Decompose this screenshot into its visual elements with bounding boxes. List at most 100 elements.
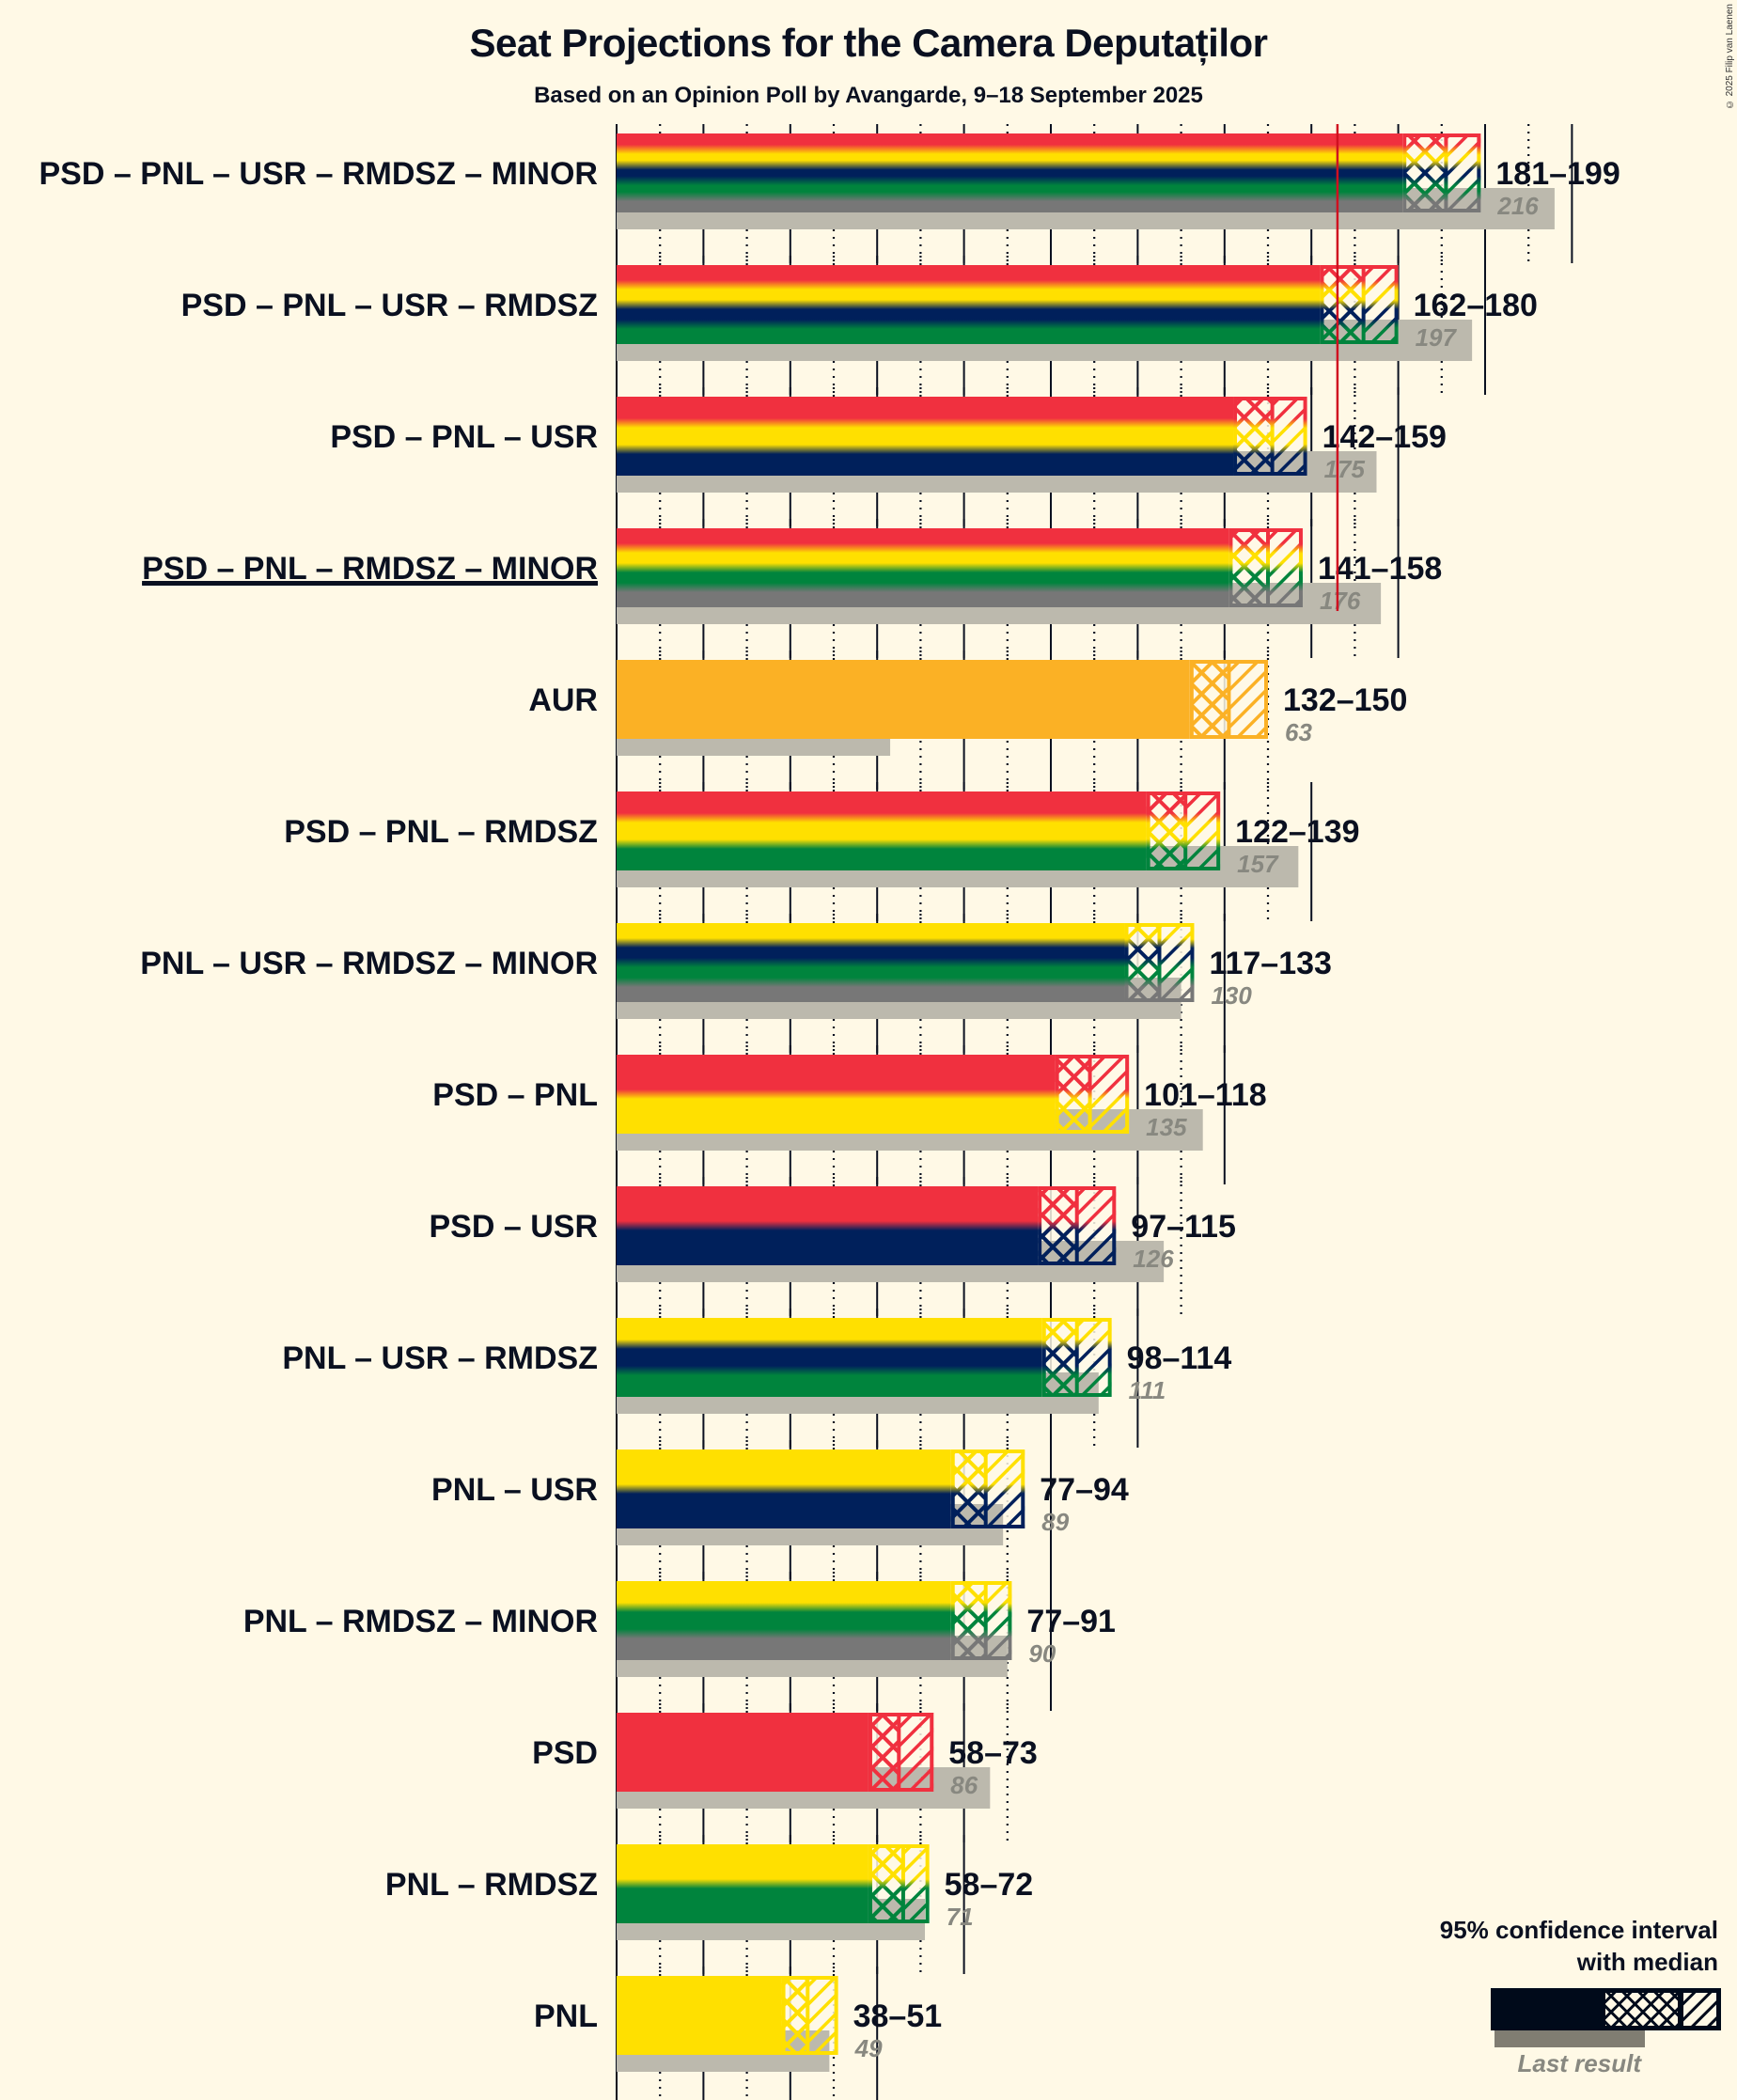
range-label: 117–133	[1209, 946, 1332, 981]
row-label: PNL – RMDSZ	[385, 1867, 598, 1903]
ci-lower-hatch	[1146, 791, 1186, 870]
ci-frame	[1402, 133, 1481, 212]
ci-frame	[868, 1844, 930, 1923]
last-result-label: 126	[1133, 1245, 1174, 1273]
legend-ci-upper-swatch	[1683, 1993, 1716, 2026]
ci-upper-hatch	[1159, 923, 1195, 1002]
legend: 95% confidence interval with median Last r…	[1440, 1916, 1721, 2077]
legend-last-result-label: Last result	[1518, 2049, 1643, 2077]
last-result-label: 89	[1041, 1508, 1069, 1536]
row-label: PNL – USR – RMDSZ	[282, 1340, 598, 1376]
projection-bar	[617, 923, 1125, 1002]
median-marker	[1157, 923, 1162, 1002]
median-marker	[983, 1581, 988, 1660]
ci-lower-hatch	[1055, 1055, 1090, 1134]
ci-lower-hatch	[1189, 660, 1229, 739]
ci-lower-hatch	[1038, 1186, 1077, 1265]
median-marker	[1266, 528, 1270, 607]
range-label: 77–91	[1026, 1604, 1116, 1639]
ci-upper-hatch	[902, 1844, 930, 1923]
range-label: 98–114	[1127, 1340, 1232, 1376]
last-result-label: 197	[1416, 323, 1458, 352]
projection-bar	[617, 265, 1321, 344]
range-label: 58–72	[945, 1867, 1034, 1903]
median-marker	[1074, 1186, 1079, 1265]
range-label: 142–159	[1322, 419, 1447, 455]
coalition-row: PSD – PNL – USR – RMDSZ – MINOR 181–19921…	[39, 133, 1620, 229]
last-result-label: 176	[1320, 587, 1361, 615]
range-label: 77–94	[1040, 1472, 1129, 1508]
row-label: PSD – PNL – RMDSZ	[284, 814, 598, 850]
median-marker	[983, 1450, 988, 1528]
legend-ci-lower-swatch	[1605, 1993, 1678, 2026]
median-marker	[1444, 133, 1448, 212]
median-marker	[1183, 791, 1188, 870]
ci-frame	[1233, 397, 1307, 476]
ci-upper-hatch	[985, 1581, 1012, 1660]
ci-lower-hatch	[1320, 265, 1364, 344]
median-marker	[1227, 660, 1231, 739]
ci-frame	[1320, 265, 1399, 344]
range-label: 122–139	[1235, 814, 1359, 850]
last-result-label: 216	[1496, 192, 1539, 220]
projection-bar	[617, 1976, 782, 2055]
range-label: 58–73	[948, 1735, 1038, 1771]
ci-lower-hatch	[950, 1450, 986, 1528]
row-label: PSD – PNL – USR – RMDSZ – MINOR	[39, 156, 599, 192]
ci-upper-hatch	[1076, 1318, 1112, 1397]
last-result-label: 157	[1237, 850, 1279, 878]
ci-frame	[868, 1713, 934, 1792]
legend-title-line1: 95% confidence interval	[1440, 1916, 1718, 1944]
last-result-label: 86	[950, 1771, 978, 1799]
ci-frame	[1228, 528, 1303, 607]
legend-title-line2: with median	[1576, 1948, 1718, 1976]
ci-upper-hatch	[1268, 528, 1303, 607]
median-marker	[806, 1976, 810, 2055]
row-label: PSD	[532, 1735, 598, 1771]
ci-lower-hatch	[1041, 1318, 1077, 1397]
projection-bar	[617, 1450, 951, 1528]
row-label: PSD – USR	[430, 1209, 599, 1245]
ci-upper-hatch	[1076, 1186, 1117, 1265]
row-label: PNL – USR – RMDSZ – MINOR	[140, 946, 598, 981]
median-marker	[900, 1844, 905, 1923]
projection-bar	[617, 1581, 951, 1660]
ci-upper-hatch	[1185, 791, 1221, 870]
ci-frame	[781, 1976, 838, 2055]
last-result-label: 111	[1129, 1376, 1166, 1404]
projection-bar	[617, 1844, 868, 1923]
projection-bar	[617, 397, 1234, 476]
ci-lower-hatch	[1124, 923, 1160, 1002]
row-label: AUR	[528, 682, 598, 718]
projection-bar	[617, 1055, 1056, 1134]
ci-upper-hatch	[899, 1713, 934, 1792]
row-label: PSD – PNL – RMDSZ – MINOR	[142, 551, 598, 587]
row-label: PSD – PNL – USR – RMDSZ	[181, 288, 598, 323]
ci-upper-hatch	[1446, 133, 1481, 212]
ci-lower-hatch	[1402, 133, 1447, 212]
ci-upper-hatch	[1089, 1055, 1130, 1134]
rows-layer: PSD – PNL – USR – RMDSZ – MINOR 181–19921…	[39, 133, 1620, 2072]
median-marker	[897, 1713, 901, 1792]
ci-frame	[1055, 1055, 1130, 1134]
projection-bar	[617, 528, 1229, 607]
projection-bar	[617, 1186, 1039, 1265]
chart-title: Seat Projections for the Camera Deputați…	[469, 21, 1268, 65]
projection-bar	[617, 791, 1147, 870]
ci-frame	[950, 1581, 1012, 1660]
row-label: PNL – RMDSZ – MINOR	[243, 1604, 598, 1639]
row-label: PNL – USR	[431, 1472, 598, 1508]
projection-bar	[617, 660, 1190, 739]
ci-lower-hatch	[868, 1844, 903, 1923]
